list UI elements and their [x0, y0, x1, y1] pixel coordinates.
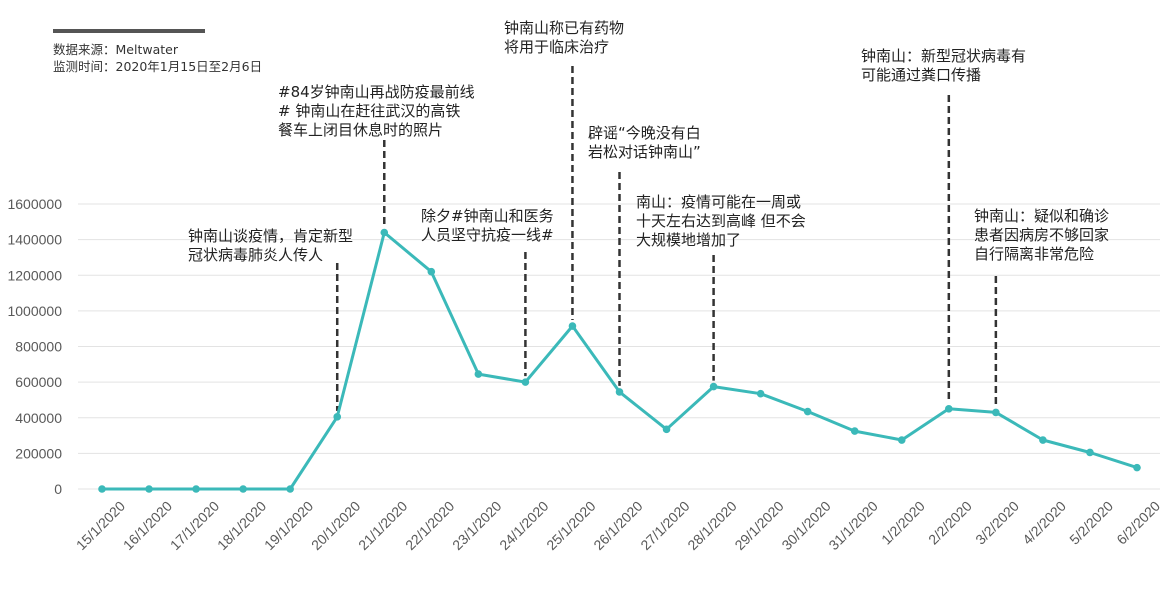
- annotation-text: 岩松对话钟南山”: [588, 143, 701, 161]
- y-tick-label: 1600000: [7, 196, 62, 212]
- x-tick-label: 22/1/2020: [402, 498, 458, 554]
- data-point: [897, 436, 906, 444]
- x-tick-label: 5/2/2020: [1066, 498, 1116, 548]
- y-tick-label: 400000: [15, 410, 62, 426]
- annotation-text: 冠状病毒肺炎人传人: [188, 246, 323, 264]
- x-tick-label: 6/2/2020: [1113, 498, 1163, 548]
- data-point: [756, 389, 765, 398]
- data-point: [1133, 463, 1141, 472]
- x-tick-label: 4/2/2020: [1019, 498, 1069, 548]
- annotation-text: 人员坚守抗疫一线#: [421, 226, 554, 244]
- monitoring-period-text: 监测时间：2020年1月15日至2月6日: [53, 59, 262, 74]
- y-tick-label: 600000: [15, 374, 62, 390]
- x-tick-label: 1/2/2020: [878, 498, 928, 548]
- x-tick-label: 19/1/2020: [261, 498, 317, 554]
- annotation-text: 南山：疫情可能在一周或: [636, 193, 801, 211]
- annotation-text: 钟南山：疑似和确诊: [974, 207, 1109, 225]
- data-point: [333, 413, 342, 421]
- x-tick-label: 26/1/2020: [590, 498, 646, 554]
- data-point: [615, 388, 624, 396]
- annotation-text: 自行隔离非常危险: [974, 245, 1094, 263]
- data-point: [380, 228, 389, 237]
- annotation-text: # 钟南山在赶往武汉的高铁: [278, 102, 460, 120]
- data-point: [568, 322, 577, 330]
- data-point: [662, 425, 671, 434]
- y-tick-label: 1400000: [7, 232, 62, 248]
- data-point: [803, 407, 812, 416]
- annotation-text: 辟谣“今晚没有白: [588, 124, 701, 142]
- x-tick-label: 16/1/2020: [120, 498, 176, 554]
- annotation-text: 除夕#钟南山和医务: [421, 207, 554, 225]
- x-tick-label: 31/1/2020: [825, 498, 881, 554]
- y-tick-label: 1200000: [7, 267, 62, 283]
- y-axis: 0 200000 400000 600000 800000 1000000 1200000 1…: [7, 196, 62, 497]
- data-point: [850, 427, 859, 435]
- annotation-text: 钟南山称已有药物: [504, 19, 624, 37]
- data-point: [239, 485, 247, 493]
- x-tick-label: 30/1/2020: [778, 498, 834, 554]
- annotation-text: #84岁钟南山再战防疫最前线: [278, 83, 475, 101]
- data-point: [1086, 448, 1094, 457]
- x-tick-label: 27/1/2020: [637, 498, 693, 554]
- header-bar: [53, 29, 205, 33]
- y-tick-label: 0: [54, 481, 62, 497]
- data-point: [286, 485, 294, 493]
- x-tick-label: 21/1/2020: [355, 498, 411, 554]
- source-text: 数据来源：Meltwater: [53, 42, 179, 57]
- y-tick-label: 800000: [15, 339, 62, 355]
- x-axis: 15/1/202016/1/202017/1/202018/1/202019/1…: [73, 498, 1164, 554]
- y-tick-label: 1000000: [7, 303, 62, 319]
- x-tick-label: 25/1/2020: [543, 498, 599, 554]
- x-tick-label: 29/1/2020: [731, 498, 787, 554]
- data-point: [145, 485, 153, 493]
- annotation-text: 钟南山谈疫情，肯定新型: [188, 227, 353, 245]
- data-point: [192, 485, 200, 493]
- series-line: [98, 228, 1141, 493]
- data-point: [945, 405, 953, 413]
- x-tick-label: 2/2/2020: [925, 498, 975, 548]
- x-tick-label: 15/1/2020: [73, 498, 129, 554]
- x-tick-label: 17/1/2020: [167, 498, 223, 554]
- annotation-text: 十天左右达到高峰 但不会: [636, 212, 806, 230]
- x-tick-label: 23/1/2020: [449, 498, 505, 554]
- data-point: [98, 485, 106, 493]
- data-point: [709, 382, 718, 391]
- data-point: [1039, 436, 1047, 444]
- y-tick-label: 200000: [15, 445, 62, 461]
- annotation-text: 大规模地增加了: [636, 231, 741, 249]
- annotation-text: 患者因病房不够回家: [974, 226, 1109, 244]
- annotation-text: 可能通过粪口传播: [861, 66, 981, 84]
- x-tick-label: 3/2/2020: [972, 498, 1022, 548]
- data-point: [474, 370, 483, 378]
- x-tick-label: 20/1/2020: [308, 498, 364, 554]
- x-tick-label: 28/1/2020: [684, 498, 740, 554]
- x-tick-label: 24/1/2020: [496, 498, 552, 554]
- annotation-text: 餐车上闭目休息时的照片: [278, 121, 443, 139]
- annotation-text: 钟南山：新型冠状病毒有: [861, 47, 1026, 65]
- data-point: [427, 267, 436, 276]
- x-tick-label: 18/1/2020: [214, 498, 270, 554]
- annotation-text: 将用于临床治疗: [504, 38, 609, 56]
- data-point: [521, 378, 530, 386]
- data-point: [992, 408, 1000, 417]
